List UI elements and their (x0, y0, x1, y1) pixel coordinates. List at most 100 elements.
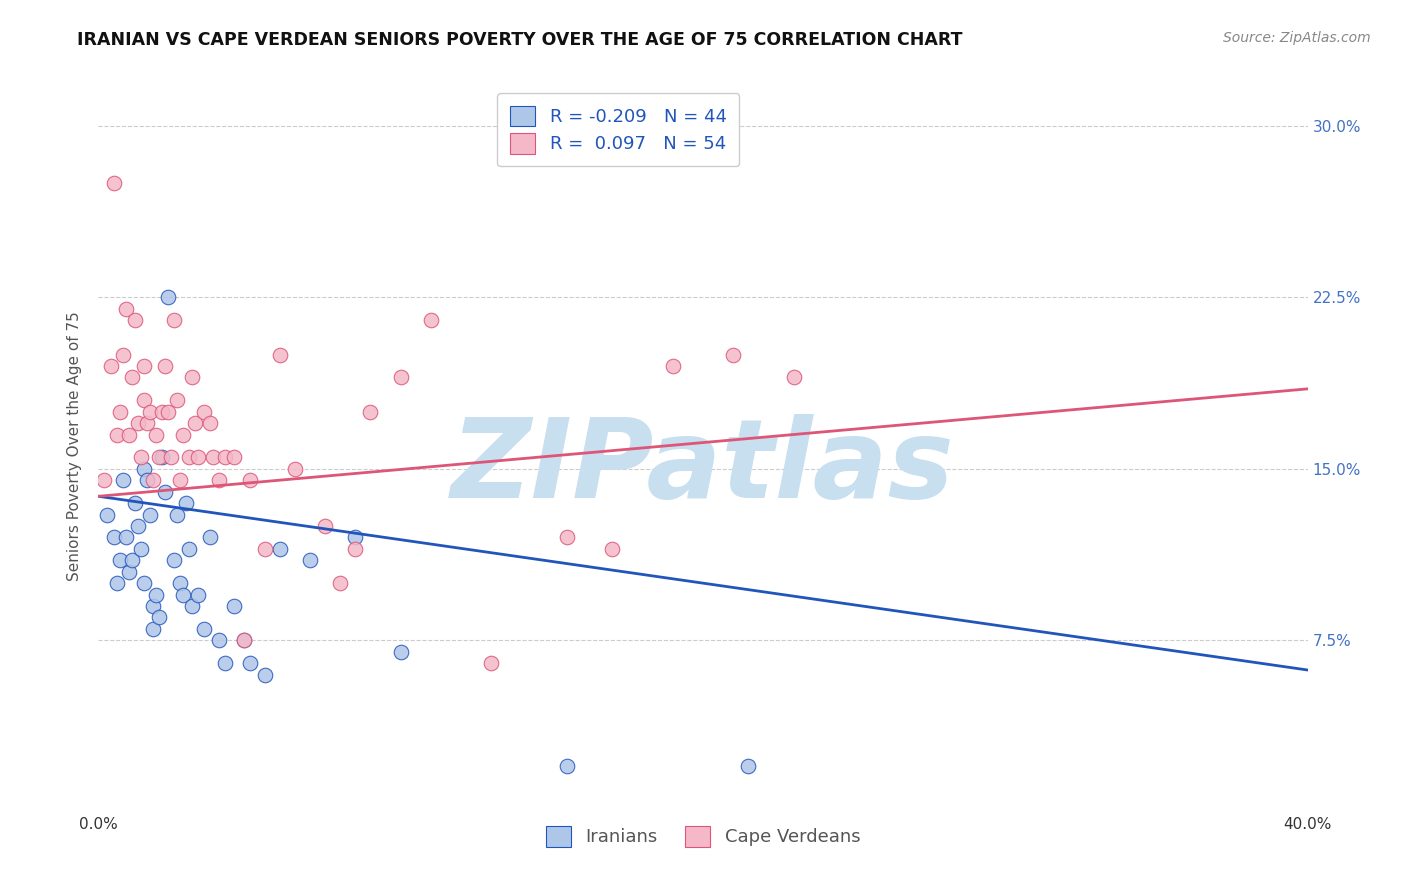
Point (200, 416, 222, 430)
Point (124, 313, 146, 327)
Point (232, 633, 254, 648)
Y-axis label: Seniors Poverty Over the Age of 75: Seniors Poverty Over the Age of 75 (67, 311, 83, 581)
Text: Source: ZipAtlas.com: Source: ZipAtlas.com (1223, 31, 1371, 45)
Point (132, 393, 155, 408)
Point (139, 405, 162, 419)
Point (114, 301, 136, 316)
Point (145, 588, 167, 602)
Point (135, 416, 157, 430)
Point (150, 450, 173, 465)
Point (132, 576, 155, 591)
Point (153, 359, 176, 373)
Point (105, 576, 128, 591)
Point (723, 347, 745, 362)
Point (100, 359, 122, 373)
Point (111, 347, 134, 362)
Point (284, 462, 307, 476)
Point (111, 473, 134, 487)
Point (224, 450, 246, 465)
Point (124, 496, 146, 510)
Point (118, 565, 141, 579)
Point (166, 393, 188, 408)
Point (135, 473, 157, 487)
Point (121, 370, 143, 384)
Point (129, 450, 152, 465)
Point (214, 656, 236, 670)
Point (181, 370, 204, 384)
Point (150, 405, 173, 419)
Point (239, 656, 262, 670)
Point (555, 759, 578, 773)
Point (105, 427, 128, 442)
Point (108, 553, 131, 567)
Legend: Iranians, Cape Verdeans: Iranians, Cape Verdeans (538, 819, 868, 854)
Point (253, 541, 276, 556)
Point (481, 656, 503, 670)
Point (214, 450, 236, 465)
Point (184, 416, 207, 430)
Point (202, 450, 225, 465)
Point (114, 530, 136, 544)
Point (208, 633, 231, 648)
Point (200, 530, 222, 544)
Point (148, 610, 170, 624)
Point (160, 450, 183, 465)
Point (181, 599, 204, 613)
Point (139, 508, 162, 522)
Point (360, 405, 382, 419)
Point (93, 473, 115, 487)
Point (239, 473, 262, 487)
Point (208, 473, 231, 487)
Text: ZIPatlas: ZIPatlas (451, 415, 955, 522)
Point (344, 541, 367, 556)
Point (179, 450, 201, 465)
Point (145, 427, 167, 442)
Point (103, 176, 125, 190)
Text: IRANIAN VS CAPE VERDEAN SENIORS POVERTY OVER THE AGE OF 75 CORRELATION CHART: IRANIAN VS CAPE VERDEAN SENIORS POVERTY … (77, 31, 963, 49)
Point (174, 496, 197, 510)
Point (172, 427, 194, 442)
Point (420, 313, 443, 327)
Point (269, 347, 291, 362)
Point (344, 530, 367, 544)
Point (108, 405, 131, 419)
Point (163, 553, 186, 567)
Point (193, 405, 215, 419)
Point (96, 508, 118, 522)
Point (156, 405, 179, 419)
Point (187, 588, 209, 602)
Point (193, 622, 215, 636)
Point (179, 541, 201, 556)
Point (142, 622, 165, 636)
Point (661, 359, 683, 373)
Point (329, 576, 352, 591)
Point (389, 645, 412, 659)
Point (232, 633, 254, 648)
Point (142, 473, 165, 487)
Point (156, 290, 179, 304)
Point (783, 370, 806, 384)
Point (253, 667, 276, 681)
Point (389, 370, 412, 384)
Point (169, 473, 191, 487)
Point (555, 530, 578, 544)
Point (103, 530, 125, 544)
Point (224, 599, 246, 613)
Point (299, 553, 322, 567)
Point (148, 450, 170, 465)
Point (153, 484, 176, 499)
Point (737, 759, 759, 773)
Point (163, 313, 186, 327)
Point (129, 541, 152, 556)
Point (132, 359, 155, 373)
Point (172, 588, 194, 602)
Point (127, 416, 149, 430)
Point (169, 576, 191, 591)
Point (269, 541, 291, 556)
Point (314, 519, 336, 533)
Point (118, 427, 141, 442)
Point (132, 462, 155, 476)
Point (121, 553, 143, 567)
Point (187, 450, 209, 465)
Point (142, 599, 165, 613)
